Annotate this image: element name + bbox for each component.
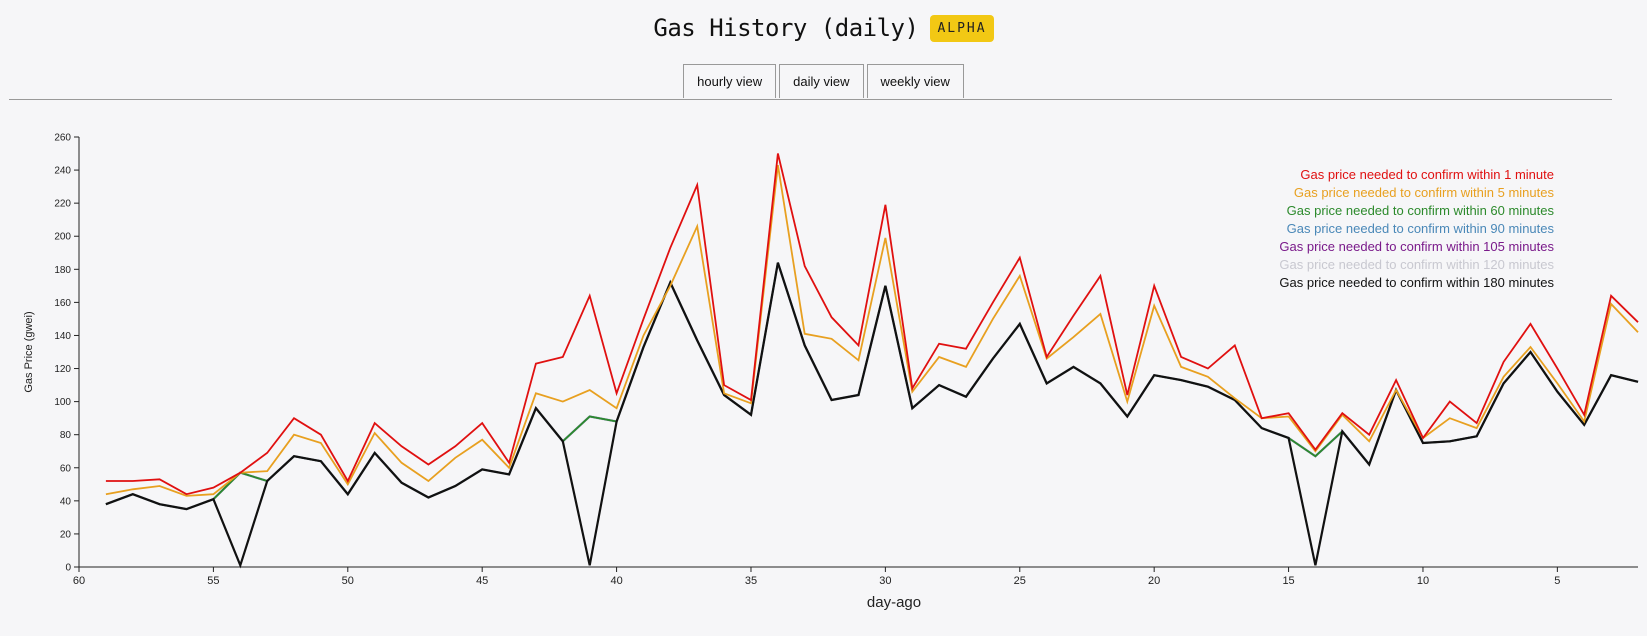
y-tick-label: 20: [60, 529, 72, 540]
x-tick-label: 40: [610, 575, 622, 587]
series-line-7: [105, 262, 1639, 569]
legend-item: Gas price needed to confirm within 90 mi…: [1286, 221, 1554, 236]
y-tick-label: 120: [54, 364, 71, 375]
y-tick-label: 60: [60, 463, 72, 474]
legend-item: Gas price needed to confirm within 105 m…: [1279, 239, 1554, 254]
x-tick-label: 15: [1282, 575, 1294, 587]
x-tick-label: 10: [1417, 575, 1429, 587]
page-title: Gas History (daily): [653, 14, 919, 42]
series-lines: [105, 153, 1639, 569]
legend-item: Gas price needed to confirm within 1 min…: [1300, 167, 1554, 182]
page-header: Gas History (daily) ALPHA: [0, 14, 1647, 42]
x-tick-label: 25: [1014, 575, 1026, 587]
legend-item: Gas price needed to confirm within 120 m…: [1279, 257, 1554, 272]
x-tick-label: 30: [879, 575, 891, 587]
y-tick-label: 0: [65, 563, 71, 574]
x-tick-label: 35: [745, 575, 757, 587]
y-tick-label: 220: [54, 199, 71, 210]
y-tick-label: 140: [54, 331, 71, 342]
y-tick-label: 240: [54, 166, 71, 177]
tab-weekly-view[interactable]: weekly view: [866, 64, 964, 98]
legend-item: Gas price needed to confirm within 5 min…: [1293, 185, 1554, 200]
y-tick-label: 100: [54, 397, 71, 408]
x-tick-label: 50: [342, 575, 354, 587]
legend-item: Gas price needed to confirm within 180 m…: [1279, 275, 1554, 290]
series-line-2: [105, 164, 1639, 497]
view-tabs: hourly view daily view weekly view: [0, 64, 1647, 98]
tab-hourly-view[interactable]: hourly view: [683, 64, 777, 98]
y-tick-label: 80: [60, 430, 72, 441]
header-divider: [9, 99, 1612, 100]
x-tick-label: 55: [207, 575, 219, 587]
alpha-badge: ALPHA: [930, 14, 994, 42]
y-tick-label: 180: [54, 265, 71, 276]
x-tick-label: 20: [1148, 575, 1160, 587]
y-tick-label: 260: [54, 133, 71, 144]
y-tick-label: 40: [60, 496, 72, 507]
y-tick-label: 160: [54, 298, 71, 309]
y-tick-label: 200: [54, 232, 71, 243]
x-axis-label: day-ago: [867, 594, 921, 611]
x-tick-label: 5: [1554, 575, 1560, 587]
series-line-1: [105, 153, 1639, 496]
y-axis-label: Gas Price (gwei): [23, 311, 35, 392]
x-tick-label: 45: [476, 575, 488, 587]
x-tick-label: 60: [73, 575, 85, 587]
chart-legend: Gas price needed to confirm within 1 min…: [1279, 166, 1554, 292]
legend-item: Gas price needed to confirm within 60 mi…: [1286, 203, 1554, 218]
tab-daily-view[interactable]: daily view: [779, 64, 864, 98]
